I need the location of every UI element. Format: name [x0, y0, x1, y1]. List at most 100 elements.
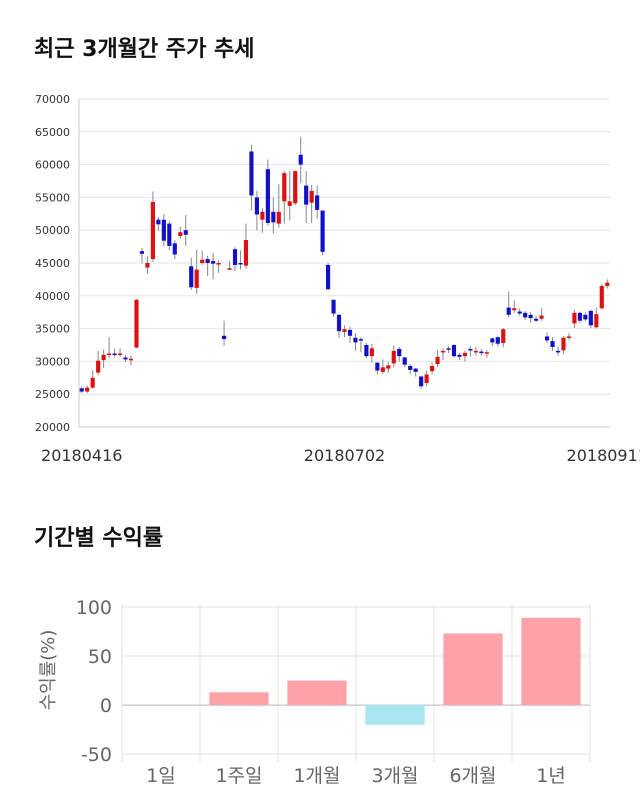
y-axis-label: 수익률(%)	[38, 630, 59, 711]
x-tick-label: 6개월	[449, 765, 496, 787]
x-tick-label: 3개월	[371, 765, 418, 787]
y-tick-label: 40000	[35, 290, 70, 303]
candle-body	[468, 348, 473, 351]
y-tick-label: 20000	[35, 421, 70, 434]
return-bar	[443, 633, 503, 706]
candle-body	[161, 219, 166, 241]
candle-body	[408, 365, 413, 370]
candle-body	[353, 337, 358, 343]
candle-body	[101, 354, 106, 361]
return-bar	[209, 692, 269, 706]
candle-body	[79, 388, 84, 392]
candle-body	[194, 269, 199, 288]
candle-body	[473, 350, 478, 353]
y-tick-label: 55000	[35, 191, 70, 204]
candle-body	[506, 307, 511, 315]
period-returns-title: 기간별 수익률	[34, 526, 164, 551]
candle-body	[178, 232, 183, 237]
candle-body	[402, 357, 407, 365]
candle-body	[112, 353, 117, 356]
candle-body	[128, 358, 134, 361]
candle-body	[561, 337, 566, 351]
y-tick-label: 60000	[35, 159, 70, 172]
candle-body	[435, 356, 440, 365]
candle-body	[599, 285, 604, 309]
candle-body	[320, 210, 325, 252]
candle-body	[588, 310, 593, 326]
x-tick-label: 20180702	[304, 446, 385, 465]
x-tick-label: 20180416	[41, 446, 122, 465]
y-tick-label: 45000	[35, 257, 70, 270]
candle-body	[550, 341, 555, 347]
candle-body	[605, 282, 610, 286]
candle-body	[539, 315, 544, 319]
candle-body	[566, 336, 572, 338]
candle-body	[419, 376, 424, 387]
candle-body	[342, 329, 347, 332]
candle-body	[375, 362, 380, 371]
candle-body	[386, 365, 391, 369]
candle-body	[534, 318, 539, 321]
candle-body	[364, 345, 369, 357]
candle-body	[189, 266, 194, 288]
candle-body	[572, 312, 577, 324]
candle-body	[227, 268, 232, 270]
return-bar	[521, 617, 581, 706]
candle-body	[397, 348, 402, 357]
candle-body	[134, 299, 139, 348]
candle-body	[495, 337, 500, 344]
candle-body	[167, 223, 172, 246]
candle-body	[293, 171, 298, 204]
y-tick-label: 70000	[35, 93, 70, 106]
candle-body	[139, 251, 145, 254]
candle-body	[304, 185, 309, 205]
candle-body	[276, 211, 281, 224]
candle-body	[490, 338, 495, 343]
candle-body	[107, 353, 112, 356]
candle-body	[221, 335, 227, 340]
candle-body	[331, 299, 336, 314]
candle-body	[85, 387, 90, 392]
candle-body	[271, 211, 276, 223]
candle-body	[544, 336, 550, 341]
y-tick-label: 50000	[35, 224, 70, 237]
y-tick-label: 0	[100, 695, 112, 717]
candle-body	[528, 314, 533, 319]
candle-body	[501, 329, 506, 344]
candle-body	[523, 312, 528, 318]
x-tick-label: 1일	[146, 765, 176, 787]
candle-body	[325, 264, 331, 290]
candle-body	[216, 263, 221, 265]
candle-body	[243, 240, 249, 266]
candle-body	[205, 259, 210, 263]
y-tick-label: 50	[88, 646, 112, 668]
candle-body	[145, 263, 150, 268]
candle-body	[440, 350, 446, 353]
candle-body	[254, 197, 259, 215]
y-tick-label: 25000	[35, 388, 70, 401]
candle-body	[479, 351, 484, 354]
candle-body	[413, 368, 418, 372]
candle-body	[282, 173, 287, 202]
candle-body	[96, 360, 101, 373]
candle-body	[238, 263, 243, 265]
candle-body	[123, 357, 128, 360]
candle-body	[347, 329, 353, 336]
candle-body	[462, 352, 468, 357]
y-tick-label: 35000	[35, 323, 70, 336]
candle-body	[358, 339, 364, 341]
candle-body	[446, 348, 451, 350]
candle-body	[430, 365, 435, 372]
candle-body	[336, 314, 342, 332]
candle-body	[211, 261, 216, 264]
candle-body	[315, 195, 320, 210]
candle-body	[484, 352, 489, 354]
candle-body	[287, 201, 292, 206]
candle-body	[298, 154, 303, 165]
candle-body	[577, 312, 582, 321]
candle-body	[517, 311, 522, 314]
return-bar	[365, 705, 425, 725]
x-tick-label: 1주일	[215, 765, 262, 787]
x-tick-label: 1개월	[293, 765, 340, 787]
candle-body	[90, 377, 95, 388]
